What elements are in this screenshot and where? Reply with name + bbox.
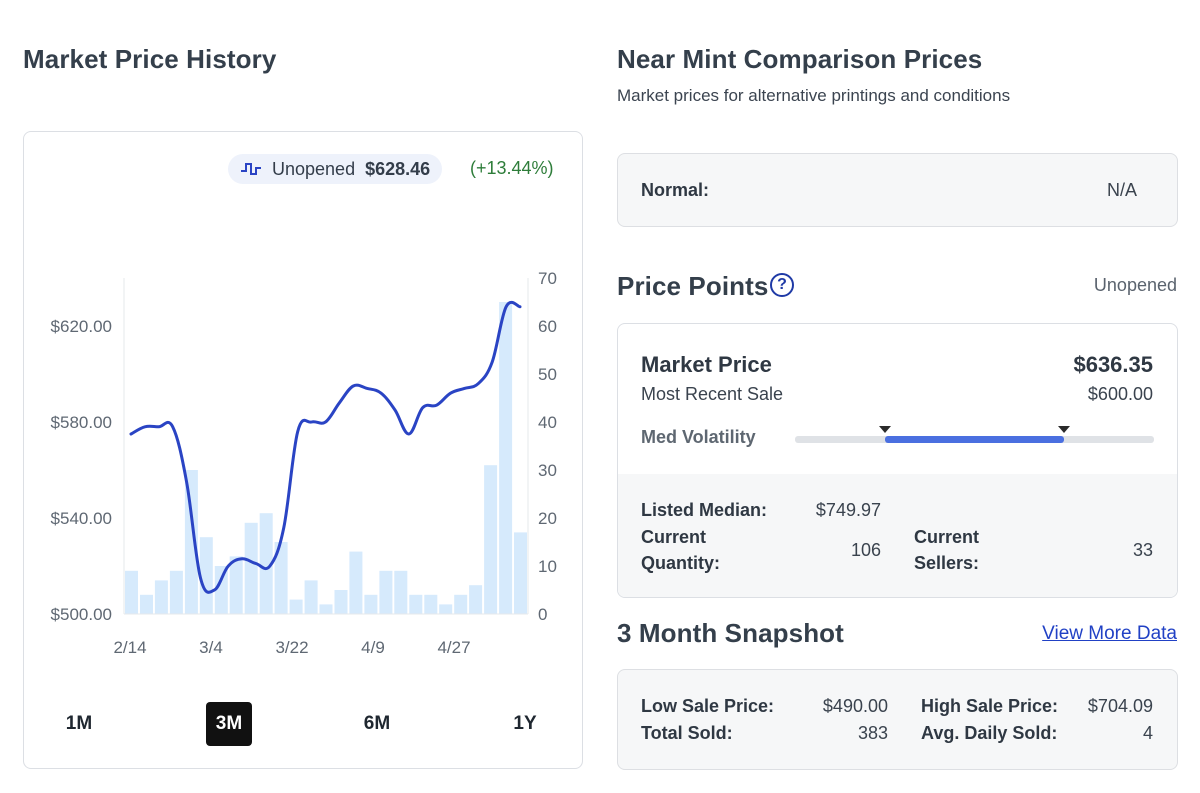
recent-sale-label: Most Recent Sale [641,384,784,404]
help-icon[interactable]: ? [770,273,794,297]
normal-value: N/A [1106,180,1137,200]
view-more-data-link[interactable]: View More Data [1042,623,1177,644]
volatility-label: Med Volatility [641,427,756,447]
y-right-tick: 30 [538,461,557,480]
volume-bars [125,302,527,614]
y-right-tick: 60 [538,317,557,336]
sellers-value: 33 [1132,540,1153,560]
y-right-tick: 0 [538,605,547,624]
x-tick: 3/4 [199,638,223,657]
volume-bar [469,585,483,614]
avg-daily-label: Avg. Daily Sold: [921,723,1058,743]
comparison-title: Near Mint Comparison Prices [617,44,983,74]
x-tick: 2/14 [113,638,146,657]
y-left-ticks: $500.00 $540.00 $580.00 $620.00 [51,317,112,624]
volume-bar [125,570,138,614]
volume-bar [349,551,363,614]
market-price-label: Market Price [641,352,772,377]
quantity-value: 106 [850,540,881,560]
sellers-label-line2: Sellers: [914,553,980,573]
quantity-label-line2: Quantity: [641,553,720,573]
volume-bar [229,556,243,614]
y-left-tick: $540.00 [51,509,112,528]
volume-bar [184,470,198,614]
volume-bar [259,513,273,614]
x-tick: 4/9 [361,638,385,657]
low-sale-label: Low Sale Price: [641,696,775,716]
legend-change: (+13.44%) [470,158,554,178]
volume-bar [319,604,333,614]
y-right-tick: 40 [538,413,557,432]
volume-bar [154,580,168,614]
listed-median-value: $749.97 [815,500,881,520]
normal-price-card: Normal: N/A [617,153,1178,227]
volume-bar [364,594,378,614]
y-right-ticks: 0 10 20 30 40 50 60 70 [538,269,557,624]
y-right-tick: 70 [538,269,557,288]
market-price-value: $636.35 [1073,352,1153,377]
price-chart-card: Unopened $628.46 (+13.44%) $500.00 $540.0… [23,131,583,769]
volume-bar [304,580,318,614]
total-sold-value: 383 [857,723,888,743]
y-right-tick: 20 [538,509,557,528]
step-line-icon [241,163,261,175]
listed-median-label: Listed Median: [641,500,768,520]
price-points-details: Listed Median: $749.97 Current Quantity:… [618,474,1177,597]
volatility-low-marker [878,426,891,433]
y-left-tick: $500.00 [51,605,112,624]
volume-bar [454,594,468,614]
legend-price: $628.46 [365,158,431,179]
legend-chip[interactable]: Unopened $628.46 [228,154,443,184]
normal-label: Normal: [641,180,710,200]
volume-bar [244,522,258,614]
recent-sale-value: $600.00 [1087,384,1153,404]
range-3m-button[interactable]: 3M [206,702,252,746]
volatility-track [795,426,1154,443]
x-tick: 4/27 [437,638,470,657]
volume-bar [169,570,183,614]
y-right-tick: 50 [538,365,557,384]
price-line [129,300,522,594]
volume-bar [334,590,348,614]
y-right-tick: 10 [538,557,557,576]
sellers-label-line1: Current [914,527,980,547]
avg-daily-value: 4 [1142,723,1153,743]
volume-bar [289,599,303,614]
volume-bar [214,566,228,614]
total-sold-label: Total Sold: [641,723,733,743]
condition-label: Unopened [1093,275,1177,295]
volume-bar [424,594,438,614]
volume-bar [439,604,453,614]
x-tick: 3/22 [275,638,308,657]
price-chart: $500.00 $540.00 $580.00 $620.00 0 10 20 30 40 50… [51,269,557,657]
y-left-tick: $580.00 [51,413,112,432]
range-1m-button[interactable]: 1M [56,702,102,746]
price-points-title: Price Points [617,271,769,301]
quantity-label-line1: Current [641,527,707,547]
volatility-fill [884,436,1065,443]
market-history-title: Market Price History [23,44,277,74]
volume-bar [499,302,513,614]
snapshot-card: Low Sale Price: $490.00 Total Sold: 383 … [617,669,1178,770]
snapshot-title: 3 Month Snapshot [617,618,844,648]
range-6m-button[interactable]: 6M [354,702,400,746]
x-ticks: 2/14 3/4 3/22 4/9 4/27 [113,638,470,657]
volume-bar [140,594,153,614]
volatility-high-marker [1058,426,1071,433]
high-sale-label: High Sale Price: [921,696,1059,716]
volume-bar [484,465,498,614]
range-1y-button[interactable]: 1Y [502,702,548,746]
volume-bar [409,594,423,614]
y-left-tick: $620.00 [51,317,112,336]
low-sale-value: $490.00 [822,696,888,716]
price-points-card: Market Price $636.35 Most Recent Sale $6… [617,323,1178,598]
volume-bar [199,537,213,614]
volume-bar [514,532,527,614]
comparison-subtitle: Market prices for alternative printings … [617,86,1011,105]
legend-label: Unopened [272,158,356,179]
volume-bar [379,570,393,614]
high-sale-value: $704.09 [1087,696,1153,716]
volume-bar [394,570,408,614]
volume-bar [274,542,288,614]
